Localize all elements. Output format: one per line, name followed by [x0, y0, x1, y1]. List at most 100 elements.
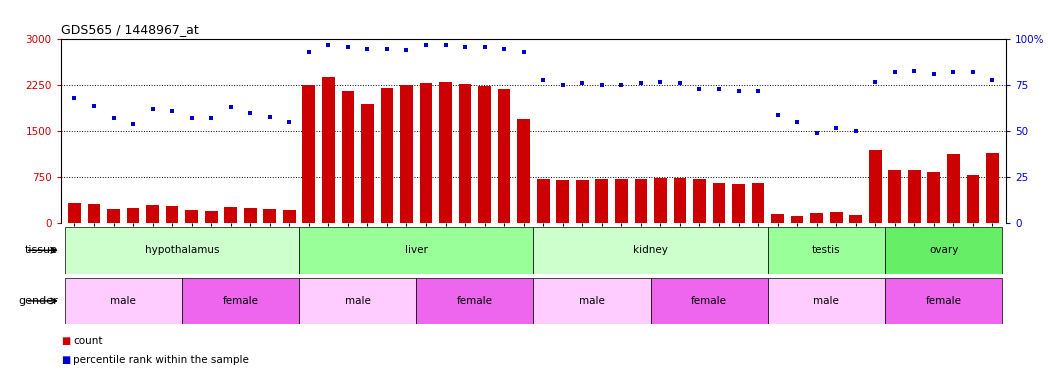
Bar	[885, 227, 1002, 274]
Bar	[791, 216, 804, 223]
Text: tissue: tissue	[25, 245, 58, 255]
Point	[984, 77, 1001, 83]
Bar	[537, 179, 549, 223]
Bar	[419, 84, 433, 223]
Bar	[303, 86, 315, 223]
Bar	[65, 278, 182, 324]
Point	[222, 104, 239, 110]
Bar	[459, 84, 472, 223]
Bar	[362, 104, 374, 223]
Text: testis: testis	[812, 245, 840, 255]
Point	[964, 69, 981, 75]
Bar	[733, 184, 745, 223]
Bar	[768, 278, 885, 324]
Point	[163, 108, 180, 114]
Point	[66, 95, 83, 101]
Text: percentile rank within the sample: percentile rank within the sample	[73, 355, 249, 365]
Point	[145, 106, 161, 112]
Bar	[556, 180, 569, 223]
Bar	[634, 179, 648, 223]
Bar	[342, 92, 354, 223]
Point	[808, 130, 825, 136]
Point	[261, 114, 278, 120]
Point	[534, 77, 551, 83]
Bar	[986, 153, 999, 223]
Point	[652, 79, 669, 85]
Point	[730, 88, 747, 94]
Point	[417, 42, 434, 48]
Point	[887, 69, 903, 75]
Bar	[966, 175, 979, 223]
Text: male: male	[110, 296, 136, 306]
Bar	[299, 227, 533, 274]
Bar	[830, 212, 843, 223]
Point	[554, 82, 571, 88]
Bar	[810, 213, 823, 223]
Bar	[127, 208, 139, 223]
Bar	[322, 77, 334, 223]
Point	[613, 82, 630, 88]
Point	[769, 112, 786, 118]
Bar	[576, 180, 589, 223]
Bar	[908, 170, 920, 223]
Bar	[147, 205, 159, 223]
Text: female: female	[925, 296, 962, 306]
Point	[496, 46, 512, 52]
Text: hypothalamus: hypothalamus	[145, 245, 219, 255]
Bar	[416, 278, 533, 324]
Bar	[693, 179, 705, 223]
Point	[828, 124, 845, 130]
Bar	[283, 210, 296, 223]
Bar	[713, 183, 725, 223]
Bar	[299, 278, 416, 324]
Bar	[439, 82, 452, 223]
Point	[320, 42, 336, 48]
Bar	[771, 214, 784, 223]
Bar	[674, 178, 686, 223]
Bar	[185, 210, 198, 223]
Bar	[927, 172, 940, 223]
Bar	[533, 227, 768, 274]
Bar	[400, 86, 413, 223]
Point	[378, 46, 395, 52]
Point	[476, 44, 493, 50]
Point	[847, 128, 864, 134]
Bar	[166, 206, 178, 223]
Bar	[654, 178, 667, 223]
Point	[574, 81, 591, 87]
Text: female: female	[222, 296, 259, 306]
Bar	[88, 204, 101, 223]
Bar	[615, 179, 628, 223]
Bar	[107, 209, 119, 223]
Bar	[65, 227, 299, 274]
Bar	[224, 207, 237, 223]
Bar	[869, 150, 881, 223]
Point	[105, 116, 122, 122]
Text: ■: ■	[61, 355, 70, 365]
Point	[593, 82, 610, 88]
Point	[340, 44, 356, 50]
Bar	[533, 278, 651, 324]
Bar	[889, 171, 901, 223]
Bar	[751, 183, 764, 223]
Point	[672, 81, 689, 87]
Bar	[182, 278, 299, 324]
Text: female: female	[457, 296, 493, 306]
Bar	[204, 211, 218, 223]
Bar	[478, 86, 490, 223]
Text: male: male	[345, 296, 371, 306]
Bar	[595, 179, 608, 223]
Text: gender: gender	[18, 296, 58, 306]
Point	[86, 102, 103, 108]
Point	[789, 119, 806, 125]
Point	[437, 42, 454, 48]
Bar	[947, 154, 960, 223]
Bar	[885, 278, 1002, 324]
Bar	[518, 119, 530, 223]
Bar	[498, 89, 510, 223]
Point	[398, 47, 415, 53]
Point	[242, 110, 259, 116]
Point	[905, 68, 922, 74]
Bar	[263, 209, 276, 223]
Point	[281, 119, 298, 125]
